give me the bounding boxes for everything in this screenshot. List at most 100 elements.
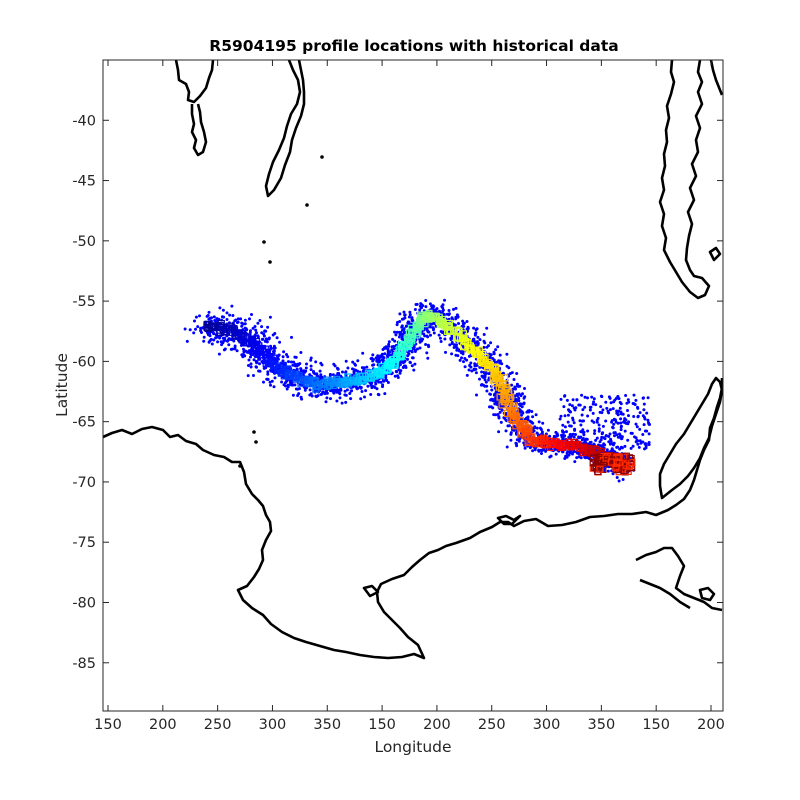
historical-point [262, 380, 265, 384]
historical-point [612, 422, 616, 426]
historical-point [229, 347, 233, 351]
historical-point [616, 435, 620, 439]
coastline [635, 546, 723, 612]
historical-point [632, 402, 636, 406]
historical-point [594, 403, 598, 407]
historical-point [205, 314, 209, 318]
historical-point [352, 370, 356, 374]
historical-point [427, 345, 431, 349]
profile-point [359, 377, 367, 385]
historical-point [599, 444, 603, 448]
historical-point [631, 444, 635, 448]
historical-point [400, 337, 404, 341]
historical-point [410, 350, 414, 354]
historical-point [565, 430, 568, 434]
historical-point [350, 389, 354, 393]
profile-point [620, 467, 628, 475]
historical-point [397, 335, 401, 339]
historical-point [626, 398, 630, 402]
historical-point [491, 398, 495, 402]
historical-point [618, 406, 622, 410]
historical-point [291, 393, 295, 397]
historical-point [273, 332, 277, 335]
coastline [708, 246, 722, 262]
historical-point [231, 314, 235, 317]
historical-point [554, 430, 558, 434]
historical-point [456, 315, 460, 319]
historical-point [590, 419, 594, 423]
historical-point [260, 325, 264, 329]
historical-point [467, 354, 471, 358]
historical-point [599, 405, 603, 409]
historical-point [310, 394, 314, 398]
historical-point [319, 374, 323, 378]
coastline [639, 578, 691, 610]
historical-point [597, 427, 601, 431]
historical-point [331, 373, 335, 377]
chart-title: R5904195 profile locations with historic… [209, 37, 618, 55]
historical-point [497, 430, 501, 434]
historical-point [522, 441, 526, 445]
historical-point [185, 339, 189, 343]
y-tick-label: -85 [72, 656, 96, 672]
historical-point [260, 337, 264, 341]
historical-point [599, 438, 603, 442]
historical-point [371, 353, 375, 357]
historical-point [341, 370, 344, 374]
historical-point [529, 420, 533, 424]
historical-point [647, 441, 651, 444]
profile-point [284, 372, 293, 380]
historical-point [293, 362, 297, 366]
historical-point [495, 360, 499, 364]
x-tick-label: 200 [149, 717, 177, 733]
historical-point [281, 359, 285, 363]
historical-point [613, 434, 616, 438]
historical-point [462, 321, 466, 325]
historical-point [215, 317, 219, 321]
historical-point [437, 333, 441, 337]
historical-point [441, 303, 445, 307]
historical-point [383, 392, 387, 396]
historical-point [344, 370, 348, 374]
historical-point [581, 428, 585, 432]
historical-point [253, 325, 257, 328]
historical-point [554, 452, 558, 456]
profile-point [477, 357, 485, 365]
historical-point [359, 397, 363, 401]
x-tick-label: 200 [423, 717, 451, 733]
coastline [658, 376, 724, 500]
historical-point [501, 371, 505, 375]
historical-point [582, 433, 586, 437]
historical-point [478, 338, 482, 342]
historical-point [583, 405, 587, 409]
historical-point [363, 395, 366, 399]
historical-point [201, 326, 204, 330]
historical-point [575, 456, 579, 460]
historical-point [454, 306, 458, 310]
historical-point [359, 386, 363, 389]
historical-point [273, 376, 277, 380]
historical-point [581, 408, 585, 412]
historical-point [332, 362, 336, 366]
coastline [264, 59, 306, 198]
historical-point [615, 433, 619, 437]
historical-point [642, 402, 646, 406]
historical-point [562, 405, 566, 409]
historical-point [371, 363, 375, 367]
historical-point [266, 370, 270, 374]
historical-point [531, 415, 535, 419]
historical-point [230, 304, 234, 308]
historical-point [355, 387, 359, 391]
historical-point [619, 425, 623, 429]
historical-point [624, 418, 628, 422]
coastline [190, 103, 208, 157]
historical-point [510, 383, 514, 387]
historical-point [619, 445, 623, 449]
historical-point [400, 325, 404, 329]
historical-point [514, 431, 518, 435]
historical-point [483, 371, 487, 375]
historical-point [438, 336, 442, 340]
y-tick-label: -75 [72, 535, 96, 551]
y-tick-label: -80 [72, 596, 96, 612]
historical-point [402, 360, 406, 364]
